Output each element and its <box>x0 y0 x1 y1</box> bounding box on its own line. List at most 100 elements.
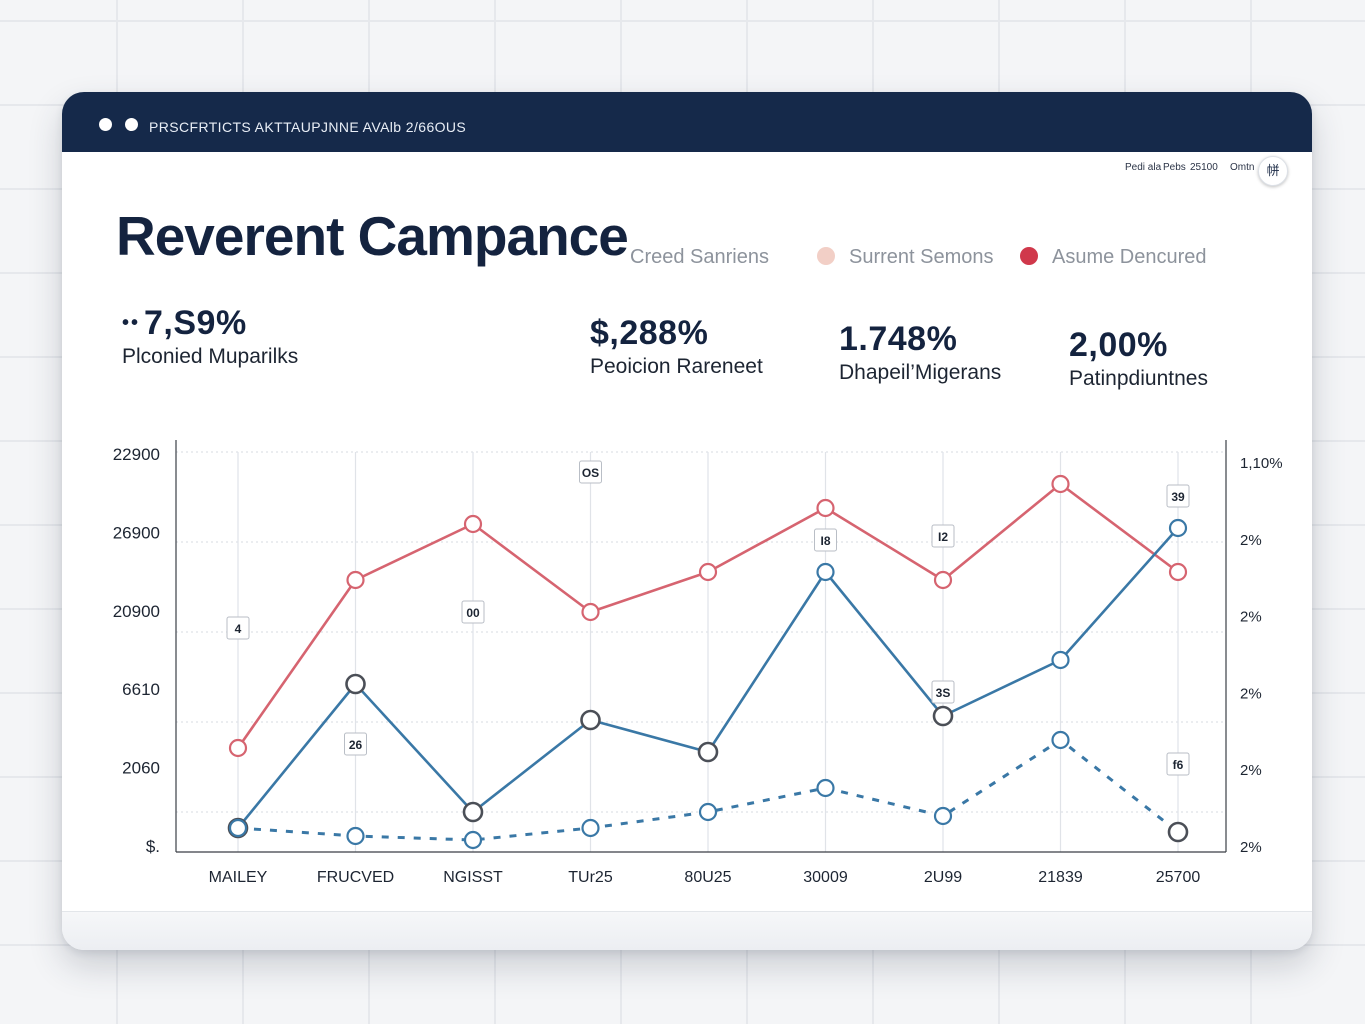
data-point-marker[interactable] <box>581 602 600 622</box>
line-chart: 22900 26900 20900 6610 2060 $. 1,10% 2% 2% 2% 2% 2%… <box>113 440 1283 886</box>
legend-dot-icon <box>1020 247 1038 265</box>
status-item: Pedi ala <box>1125 162 1162 173</box>
data-point-marker[interactable] <box>933 806 953 826</box>
data-point-marker[interactable] <box>933 570 953 590</box>
y-tick-label-right: 2% <box>1240 839 1262 856</box>
kpi-card: 2,00% Patinpdiuntnes <box>1069 326 1208 391</box>
data-point-marker[interactable] <box>346 570 365 590</box>
x-tick-label: MAILEY <box>209 869 268 886</box>
legend-item[interactable]: Asume Dencured <box>1020 246 1207 269</box>
annotation-label: OS <box>582 466 599 480</box>
annotation-badge <box>579 460 602 484</box>
data-point-marker[interactable] <box>698 802 718 822</box>
data-point-marker[interactable] <box>697 741 719 763</box>
data-point-marker[interactable] <box>228 738 248 758</box>
x-tick-label: 80U25 <box>684 869 731 886</box>
kpi-label: Plconied Muparilks <box>122 345 299 368</box>
annotation-label: 00 <box>466 606 480 620</box>
y-tick-label-left: 22900 <box>113 445 160 464</box>
x-tick-label: FRUCVED <box>317 869 394 886</box>
data-point-marker[interactable] <box>1051 474 1070 494</box>
y-tick-label-right: 1,10% <box>1240 455 1283 472</box>
x-tick-label: 25700 <box>1156 869 1201 886</box>
dashboard-panel: PRSCFRTICTS AKTTAUPJNNE AVAlb 2/66OUS Pe… <box>62 92 1312 950</box>
data-point-marker[interactable] <box>346 826 365 846</box>
data-point-marker[interactable] <box>228 818 248 838</box>
data-point-marker[interactable] <box>1051 650 1070 670</box>
kpi-label: Peoicion Rareneet <box>590 355 763 378</box>
window-titlebar: PRSCFRTICTS AKTTAUPJNNE AVAlb 2/66OUS <box>62 92 1312 152</box>
x-tick-label: 2U99 <box>924 869 962 886</box>
y-tick-label-left: 6610 <box>122 680 160 699</box>
annotation-badge <box>344 732 367 756</box>
annotation-label: 26 <box>349 738 363 752</box>
annotation-badge <box>931 524 955 548</box>
y-tick-label-right: 2% <box>1240 762 1262 779</box>
y-tick-label-left: $. <box>146 837 160 856</box>
data-point-marker[interactable] <box>580 709 601 731</box>
data-point-marker[interactable] <box>816 778 835 798</box>
annotation-label: I8 <box>820 534 830 548</box>
kpi-label: Dhapeil’Migerans <box>839 361 1002 384</box>
legend-item[interactable]: Surrent Semons <box>817 246 994 269</box>
annotation-badge <box>461 600 485 624</box>
status-item: Pebs <box>1163 162 1186 173</box>
window-title: PRSCFRTICTS AKTTAUPJNNE AVAlb 2/66OUS <box>149 119 467 135</box>
kpi-value: •• 7,S9% <box>122 304 298 343</box>
y-tick-label-right: 2% <box>1240 609 1262 626</box>
panel-footer <box>62 911 1312 950</box>
annotation-badge <box>1166 752 1190 776</box>
data-point-marker[interactable] <box>1168 562 1188 582</box>
data-point-marker[interactable] <box>1051 730 1070 750</box>
y-tick-label-right: 2% <box>1240 685 1262 702</box>
x-tick-label: 30009 <box>803 869 848 886</box>
kpi-label: Patinpdiuntnes <box>1069 367 1208 390</box>
annotation-label: 39 <box>1171 490 1185 504</box>
x-tick-label: TUr25 <box>568 869 613 886</box>
annotation-label: f6 <box>1173 758 1184 772</box>
window-dot-icon[interactable] <box>125 118 138 131</box>
y-tick-label-left: 26900 <box>113 523 160 542</box>
annotation-label: 4 <box>235 622 242 636</box>
x-tick-label: 21839 <box>1038 869 1083 886</box>
legend-item[interactable]: Creed Sanriens <box>630 246 769 269</box>
y-tick-label-right: 2% <box>1240 532 1262 549</box>
avatar-icon[interactable]: 帡 <box>1258 156 1288 186</box>
y-tick-label-left: 20900 <box>113 602 160 621</box>
window-dot-icon[interactable] <box>99 118 112 131</box>
status-item: 25100 <box>1190 162 1218 173</box>
data-point-marker[interactable] <box>463 514 483 534</box>
data-point-marker[interactable] <box>1167 821 1189 843</box>
annotation-label: 3S <box>936 686 951 700</box>
data-point-marker[interactable] <box>698 562 718 582</box>
kpi-card: •• 7,S9% Plconied Muparilks <box>122 304 298 369</box>
x-tick-label: NGISST <box>443 869 503 886</box>
legend-label: Creed Sanriens <box>630 246 769 268</box>
kpi-card: 1.748% Dhapeil’Migerans <box>839 320 1001 385</box>
annotation-badge <box>931 680 955 704</box>
data-point-marker[interactable] <box>462 801 484 823</box>
page-title: Reverent Campance <box>116 205 629 267</box>
status-item: Omtn <box>1230 162 1255 173</box>
data-point-marker[interactable] <box>932 705 954 727</box>
kpi-value: 1.748% <box>839 320 958 358</box>
kpi-value: $,288% <box>590 314 709 352</box>
legend-dot-icon <box>817 247 835 265</box>
data-point-marker[interactable] <box>816 562 835 582</box>
legend-label: Asume Dencured <box>1052 246 1207 268</box>
kpi-value: 2,00% <box>1069 326 1168 364</box>
annotation-label: I2 <box>938 530 948 544</box>
kpi-card: $,288% Peoicion Rareneet <box>590 314 763 379</box>
data-point-marker[interactable] <box>463 830 483 850</box>
data-point-marker[interactable] <box>581 818 600 838</box>
kpi-value-text: 7,S9% <box>144 304 247 342</box>
annotation-badge <box>814 528 837 552</box>
series-line-2 <box>237 738 1179 842</box>
annotation-badge <box>226 616 250 640</box>
data-point-marker[interactable] <box>345 673 366 695</box>
y-tick-label-left: 2060 <box>122 759 160 778</box>
annotation-badge <box>1166 484 1190 508</box>
data-point-marker[interactable] <box>816 498 835 518</box>
data-point-marker[interactable] <box>1168 518 1188 538</box>
bullet-icon: •• <box>122 312 141 334</box>
